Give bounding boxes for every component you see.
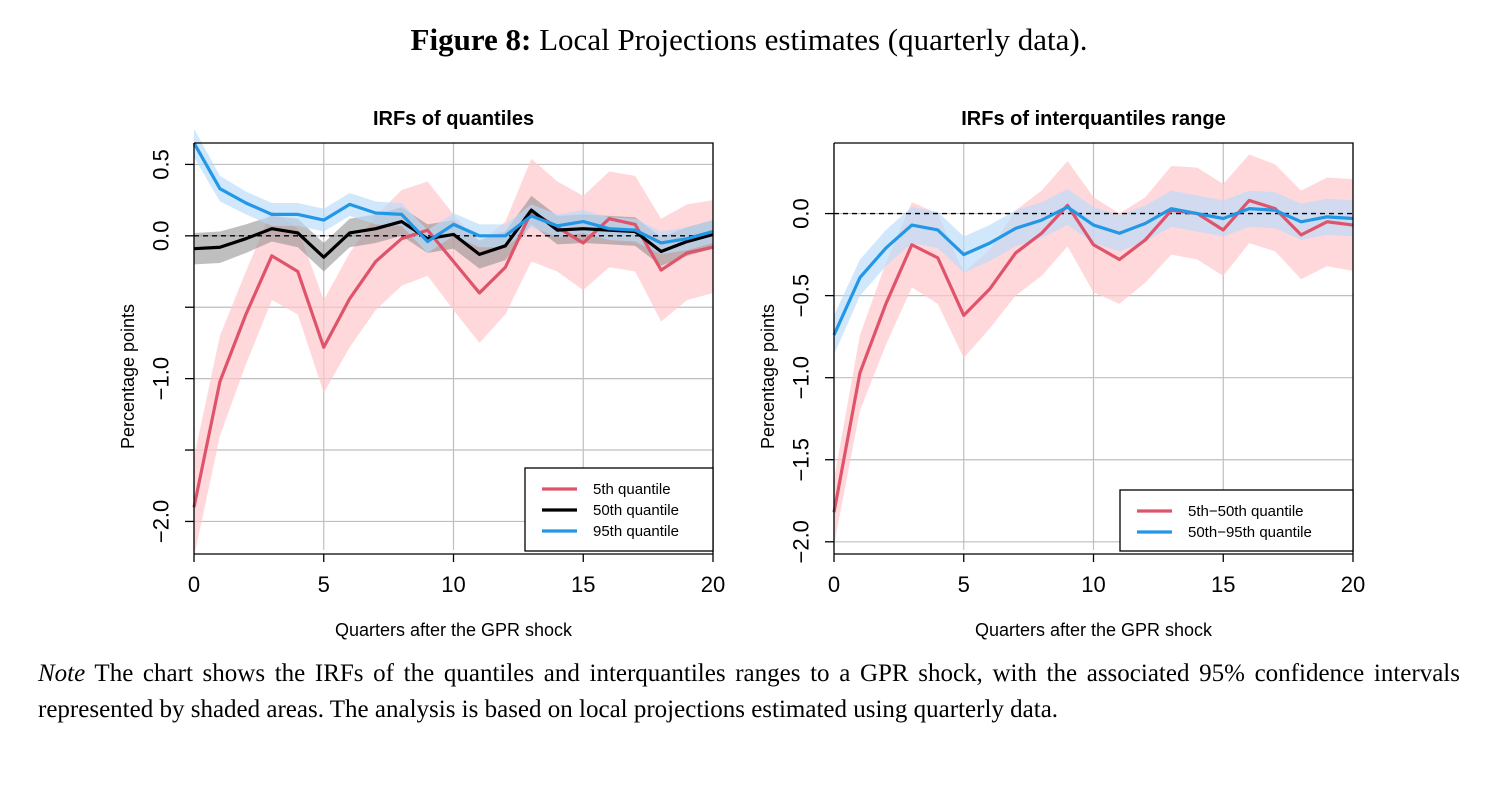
chart-irf-quantiles: IRFs of quantiles 0 5 10 15 20 −2.0 −1.0 0.0 0.5 Q… [118, 108, 725, 640]
legend-entry-label: 95th quantile [593, 523, 679, 540]
y-tick-label: −2.0 [789, 520, 814, 563]
legend: 5th quantile 50th quantile 95th quantile [524, 467, 714, 552]
chart-irf-interquantiles: IRFs of interquantiles range 0 5 10 15 20 −2.0… [758, 108, 1365, 640]
y-tick-label: −1.5 [789, 438, 814, 481]
y-tick-label: 0.0 [149, 221, 174, 252]
note-label: Note [38, 660, 86, 687]
series-line [192, 209, 714, 508]
plot-frame [194, 142, 714, 554]
legend: 5th−50th quantile 50th−95th quantile [1119, 489, 1354, 552]
x-axis-label: Quarters after the GPR shock [335, 620, 573, 640]
x-tick-label: 15 [571, 572, 595, 597]
confidence-band [834, 154, 1353, 546]
series-line [192, 142, 714, 245]
x-tick-label: 10 [1081, 572, 1105, 597]
x-tick-label: 20 [701, 572, 725, 597]
legend-box [1119, 489, 1354, 552]
x-tick-label: 0 [828, 572, 840, 597]
note-text: The chart shows the IRFs of the quantile… [38, 660, 1460, 723]
plot-frame [834, 142, 1354, 554]
legend-entry-label: 5th−50th quantile [1188, 503, 1304, 520]
series-line [832, 198, 1354, 513]
y-tick-label: 0.0 [789, 198, 814, 229]
y-tick-label: −1.0 [789, 356, 814, 399]
y-tick-label: 0.5 [149, 149, 174, 180]
x-tick-label: 0 [188, 572, 200, 597]
x-tick-label: 5 [958, 572, 970, 597]
x-tick-label: 10 [441, 572, 465, 597]
x-tick-label: 20 [1341, 572, 1365, 597]
legend-entry-label: 5th quantile [593, 481, 671, 498]
y-tick-label: −1.0 [149, 357, 174, 400]
y-axis-label: Percentage points [118, 304, 138, 449]
y-axis-label: Percentage points [758, 304, 778, 449]
legend-entry-label: 50th quantile [593, 502, 679, 519]
confidence-band [194, 158, 713, 558]
chart-title: IRFs of interquantiles range [961, 108, 1225, 130]
figure-label: Figure 8: [410, 22, 532, 57]
y-tick-label: −2.0 [149, 500, 174, 543]
series-line [832, 205, 1354, 336]
x-tick-label: 15 [1211, 572, 1235, 597]
figure-note: Note The chart shows the IRFs of the qua… [38, 656, 1460, 728]
chart-title: IRFs of quantiles [373, 108, 534, 130]
x-tick-label: 5 [318, 572, 330, 597]
x-axis-label: Quarters after the GPR shock [975, 620, 1213, 640]
figure-caption: Local Projections estimates (quarterly d… [539, 22, 1088, 57]
legend-entry-label: 50th−95th quantile [1188, 524, 1312, 541]
figure-title: Figure 8: Local Projections estimates (q… [0, 22, 1498, 58]
y-tick-label: −0.5 [789, 274, 814, 317]
